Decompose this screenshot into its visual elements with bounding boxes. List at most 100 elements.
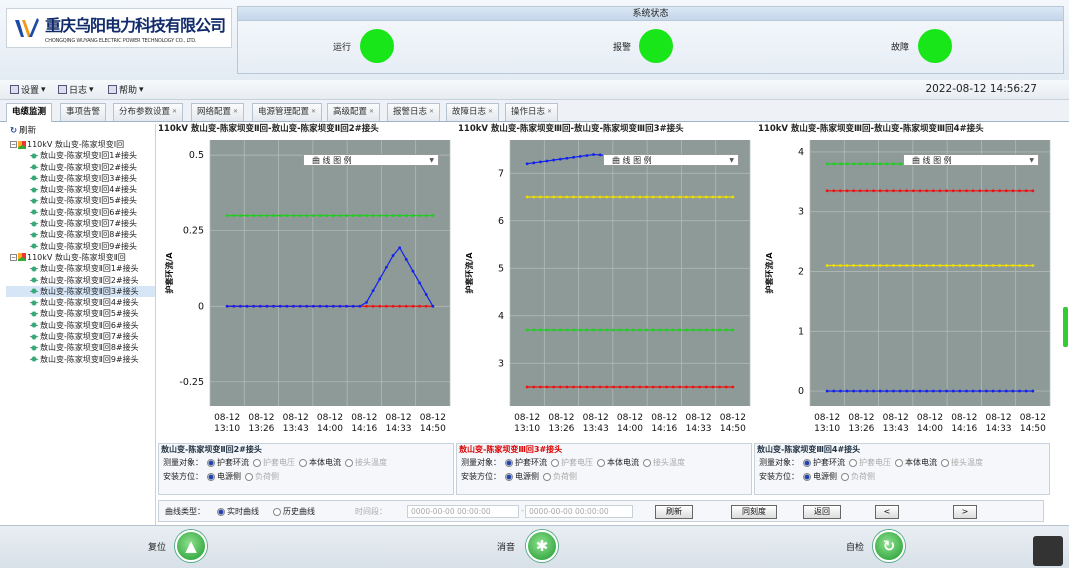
same-scale-button[interactable]: 同刻度 — [731, 505, 777, 519]
tree-refresh-button[interactable]: ↻ 刷新 — [6, 124, 155, 139]
data-point — [539, 328, 542, 332]
measure-option-radio[interactable]: 护套电压 — [249, 458, 295, 467]
chart-plot[interactable]: 0.5 0.25 0 -0.25 护套环流/A 08-12 13:10 08-12 13:26 0… — [158, 136, 458, 440]
data-point — [724, 195, 728, 199]
tab-cable-monitor[interactable]: 电缆监测 — [6, 103, 53, 122]
tree-item[interactable]: 敖山变-陈家坝变Ⅰ回4#接头 — [6, 184, 155, 195]
measure-option-radio[interactable]: 接头温度 — [639, 458, 685, 467]
data-point — [378, 277, 382, 281]
tab-fault-log[interactable]: 故障日志 ✕ — [446, 103, 500, 121]
data-point — [391, 254, 395, 257]
tree-item[interactable]: 敖山变-陈家坝变Ⅱ回3#接头 — [6, 285, 155, 298]
end-time-input[interactable]: 0000-00-00 00:00:00 — [525, 505, 633, 518]
prev-button[interactable]: < — [875, 505, 899, 519]
tab-network-config[interactable]: 网络配置 ✕ — [191, 103, 245, 121]
tree-item[interactable]: 敖山变-陈家坝变Ⅰ回8#接头 — [6, 229, 155, 240]
tree-group[interactable]: −110kV 敖山变-陈家坝变Ⅰ回 — [10, 140, 125, 149]
reset-button-icon[interactable]: ▲ — [175, 530, 207, 562]
tree-group[interactable]: −110kV 敖山变-陈家坝变Ⅱ回 — [10, 252, 126, 262]
measure-option-radio[interactable]: 护套电压 — [845, 458, 891, 467]
collapse-icon[interactable]: − — [10, 253, 17, 261]
tab-event-alarm[interactable]: 事项告警 — [60, 103, 107, 121]
tab-operation-log[interactable]: 操作日志 ✕ — [505, 103, 559, 121]
log-icon — [58, 85, 67, 94]
tree-item[interactable]: 敖山变-陈家坝变Ⅱ回4#接头 — [6, 297, 155, 308]
joint-icon — [30, 299, 38, 306]
scroll-indicator[interactable] — [1063, 307, 1068, 347]
tree-item[interactable]: 敖山变-陈家坝变Ⅰ回6#接头 — [6, 207, 155, 218]
tree-item[interactable]: 敖山变-陈家坝变Ⅰ回7#接头 — [6, 218, 155, 229]
measure-option-radio[interactable]: 护套电压 — [547, 458, 593, 467]
data-point — [411, 214, 415, 217]
tree-item[interactable]: 敖山变-陈家坝变Ⅱ回6#接头 — [6, 320, 155, 331]
measure-option-radio[interactable]: 护套环流 — [799, 458, 845, 467]
tree-item[interactable]: 敖山变-陈家坝变Ⅱ回5#接头 — [6, 308, 155, 319]
data-point — [385, 304, 388, 308]
install-option-radio[interactable]: 负荷侧 — [539, 472, 577, 481]
data-point — [892, 162, 895, 166]
measure-option-radio[interactable]: 接头温度 — [341, 458, 387, 467]
measure-option-radio[interactable]: 本体电流 — [891, 458, 937, 467]
tree-item[interactable]: 敖山变-陈家坝变Ⅰ回1#接头 — [6, 150, 155, 161]
joint-icon — [30, 243, 38, 250]
tree-item[interactable]: 敖山变-陈家坝变Ⅰ回9#接头 — [6, 241, 155, 252]
selfcheck-button-icon[interactable]: ↻ — [873, 530, 905, 562]
measure-option-radio[interactable]: 护套环流 — [501, 458, 547, 467]
install-option-radio[interactable]: 负荷侧 — [837, 472, 875, 481]
data-point — [618, 195, 622, 199]
tree-item[interactable]: 敖山变-陈家坝变Ⅰ回3#接头 — [6, 173, 155, 184]
chart-legend-dropdown[interactable]: 曲 线 图 例 ▼ — [903, 154, 1039, 166]
back-button[interactable]: 返回 — [803, 505, 841, 519]
tab-bar: 电缆监测 事项告警 分布参数设置 ✕ 网络配置 ✕ 电源管理配置 ✕ 高级配置 ✕ 报警… — [0, 100, 1069, 122]
chart-legend-dropdown[interactable]: 曲 线 图 例 ▼ — [603, 154, 739, 166]
tree-item[interactable]: 敖山变-陈家坝变Ⅱ回7#接头 — [6, 331, 155, 342]
start-time-input[interactable]: 0000-00-00 00:00:00 — [407, 505, 519, 518]
data-point — [552, 195, 556, 199]
menu-help[interactable]: 帮助 ▾ — [108, 83, 144, 96]
data-point — [358, 304, 362, 308]
chart-plot[interactable]: 7 6 5 4 3 护套环流/A 08-12 13:10 08-12 13:26 08-12 13:4… — [458, 136, 758, 440]
data-point — [832, 189, 836, 193]
data-point — [938, 389, 942, 393]
tree-item[interactable]: 敖山变-陈家坝变Ⅱ回2#接头 — [6, 275, 155, 286]
install-option-radio[interactable]: 电源侧 — [203, 472, 241, 481]
install-option-radio[interactable]: 电源侧 — [501, 472, 539, 481]
y-tick-label: 4 — [798, 147, 804, 158]
menu-settings[interactable]: 设置 ▾ — [10, 83, 46, 96]
tab-power-config[interactable]: 电源管理配置 ✕ — [252, 103, 323, 121]
tab-alarm-log[interactable]: 报警日志 ✕ — [387, 103, 441, 121]
next-button[interactable]: > — [953, 505, 977, 519]
data-point — [858, 264, 862, 267]
measure-option-radio[interactable]: 接头温度 — [937, 458, 983, 467]
data-point — [1011, 189, 1015, 193]
data-point — [711, 328, 715, 332]
tree-item[interactable]: 敖山变-陈家坝变Ⅱ回8#接头 — [6, 342, 155, 353]
tree-item[interactable]: 敖山变-陈家坝变Ⅱ回1#接头 — [6, 263, 155, 274]
install-option-radio[interactable]: 电源侧 — [799, 472, 837, 481]
measure-option-radio[interactable]: 本体电流 — [593, 458, 639, 467]
mute-button-icon[interactable]: ✱ — [526, 530, 558, 562]
collapse-icon[interactable]: − — [10, 141, 17, 148]
corner-widget-icon[interactable] — [1033, 536, 1063, 566]
install-option-radio[interactable]: 负荷侧 — [241, 472, 279, 481]
tree-item[interactable]: 敖山变-陈家坝变Ⅰ回2#接头 — [6, 162, 155, 173]
data-point — [651, 195, 655, 199]
chart-title: 110kV 敖山变-陈家坝变Ⅲ回-敖山变-陈家坝变Ⅲ回3#接头 — [458, 124, 684, 134]
realtime-curve-radio[interactable]: 实时曲线 — [213, 506, 259, 517]
data-point — [665, 195, 668, 199]
x-tick-label: 08-12 13:10 — [514, 413, 540, 434]
x-tick-label: 08-12 14:16 — [951, 413, 977, 434]
tree-item[interactable]: 敖山变-陈家坝变Ⅰ回5#接头 — [6, 195, 155, 206]
menu-log[interactable]: 日志 ▾ — [58, 83, 94, 96]
tab-distribution-params[interactable]: 分布参数设置 ✕ — [113, 103, 184, 121]
measure-option-radio[interactable]: 护套环流 — [203, 458, 249, 467]
tab-advanced-config[interactable]: 高级配置 ✕ — [327, 103, 381, 121]
data-point — [645, 195, 648, 199]
data-point — [852, 389, 856, 393]
history-curve-radio[interactable]: 历史曲线 — [269, 506, 315, 517]
measure-option-radio[interactable]: 本体电流 — [295, 458, 341, 467]
refresh-button[interactable]: 刷新 — [655, 505, 693, 519]
chart-legend-dropdown[interactable]: 曲 线 图 例 ▼ — [303, 154, 439, 166]
chart-plot[interactable]: 4 3 2 1 0 护套环流/A 08-12 13:10 08-12 13:26 08-12 13:4… — [758, 136, 1058, 440]
tree-item[interactable]: 敖山变-陈家坝变Ⅱ回9#接头 — [6, 354, 155, 365]
